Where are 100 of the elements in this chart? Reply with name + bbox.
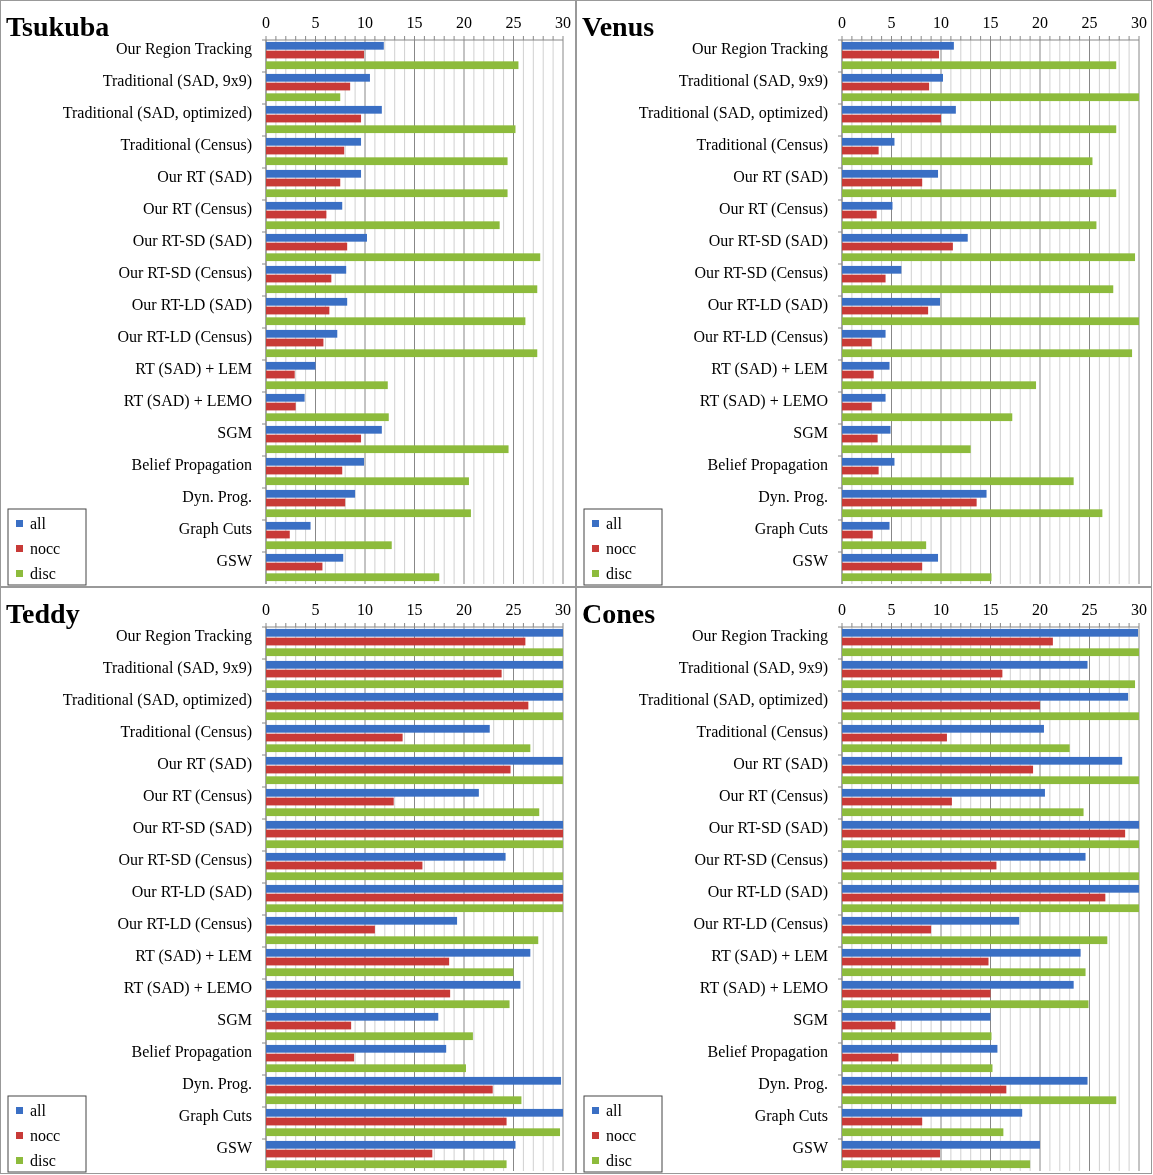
bar (842, 797, 952, 806)
bar (266, 361, 316, 370)
x-tick-label: 25 (1081, 14, 1098, 31)
bar (266, 744, 531, 753)
bar (266, 948, 531, 957)
bar (842, 1160, 1031, 1169)
bar (842, 1085, 1007, 1094)
legend-label: all (30, 515, 47, 532)
bar (266, 285, 538, 294)
bar (842, 1108, 1023, 1117)
bar (842, 712, 1139, 721)
bar (842, 1064, 993, 1073)
bar (266, 1128, 561, 1137)
bar (842, 744, 1070, 753)
bar (842, 916, 1020, 925)
legend-label: disc (30, 1152, 56, 1169)
y-tick-label: Our RT (Census) (143, 787, 252, 806)
y-tick-label: Our RT-LD (Census) (117, 915, 252, 934)
legend-label: disc (606, 1152, 632, 1169)
bar (842, 925, 932, 934)
y-tick-label: Traditional (SAD, optimized) (638, 104, 828, 123)
y-tick-label: Belief Propagation (707, 456, 828, 475)
bar (266, 1032, 473, 1041)
bar (842, 50, 940, 59)
bar (266, 50, 365, 59)
x-tick-label: 30 (555, 14, 571, 31)
bar (842, 189, 1117, 198)
bar (842, 1149, 941, 1158)
bar (842, 1096, 1117, 1105)
y-tick-label: Traditional (SAD, 9x9) (678, 659, 828, 678)
y-tick-label: RT (SAD) + LEM (711, 947, 828, 966)
x-tick-label: 30 (1131, 601, 1147, 618)
bar (842, 370, 874, 379)
x-tick-label: 20 (1032, 601, 1048, 618)
bar (842, 285, 1114, 294)
bar (266, 1053, 355, 1062)
y-tick-label: Traditional (SAD, 9x9) (678, 72, 828, 91)
bar (842, 541, 927, 550)
bar (266, 274, 332, 283)
bar (266, 498, 346, 507)
bar (266, 178, 341, 187)
bar (842, 201, 893, 210)
bar (842, 61, 1117, 70)
bar (266, 1021, 352, 1030)
bar (842, 553, 939, 562)
x-tick-label: 5 (887, 14, 896, 31)
bar (842, 756, 1123, 765)
x-tick-label: 10 (357, 601, 373, 618)
y-tick-label: RT (SAD) + LEMO (699, 392, 828, 411)
x-tick-label: 15 (982, 601, 999, 618)
bar (266, 466, 343, 475)
bar (266, 660, 563, 669)
x-tick-label: 30 (1131, 14, 1147, 31)
bar (266, 521, 311, 530)
bar (266, 541, 392, 550)
bar (266, 477, 469, 486)
y-tick-label: Belief Propagation (131, 1043, 252, 1062)
bar (266, 776, 563, 785)
bar (266, 680, 563, 689)
bar (266, 1117, 507, 1126)
bar (266, 968, 514, 977)
chart-title: Cones (582, 598, 656, 629)
x-tick-label: 20 (1032, 14, 1048, 31)
bar (842, 1140, 1040, 1149)
bar (266, 916, 458, 925)
bar (266, 733, 403, 742)
bar (842, 445, 971, 454)
bar (266, 861, 423, 870)
bar (842, 692, 1129, 701)
y-tick-label: SGM (217, 1011, 252, 1029)
bar (842, 893, 1106, 902)
bar (266, 146, 345, 155)
bar (842, 114, 941, 123)
x-tick-label: 0 (262, 601, 270, 618)
bar (842, 125, 1117, 134)
bar (842, 733, 947, 742)
x-tick-label: 5 (311, 14, 320, 31)
bar (842, 393, 886, 402)
bar (842, 306, 929, 315)
chart-title: Tsukuba (6, 11, 110, 42)
bar (266, 1076, 562, 1085)
bar (266, 1160, 507, 1169)
y-tick-label: Traditional (SAD, optimized) (62, 104, 252, 123)
bar (266, 957, 450, 966)
bar (266, 573, 440, 582)
bar (266, 221, 500, 230)
y-tick-label: Traditional (Census) (120, 723, 252, 742)
bar (266, 701, 529, 710)
bar (266, 73, 370, 82)
legend-label: all (606, 515, 623, 532)
bar (842, 980, 1074, 989)
bar (266, 1096, 522, 1105)
bar (266, 306, 330, 315)
bar (266, 840, 563, 849)
y-tick-label: Dyn. Prog. (182, 488, 252, 507)
y-tick-label: Our RT-SD (Census) (118, 851, 252, 870)
bar (842, 701, 1040, 710)
bar (842, 948, 1081, 957)
y-tick-label: Our RT-LD (SAD) (131, 883, 252, 902)
bar (266, 329, 338, 338)
